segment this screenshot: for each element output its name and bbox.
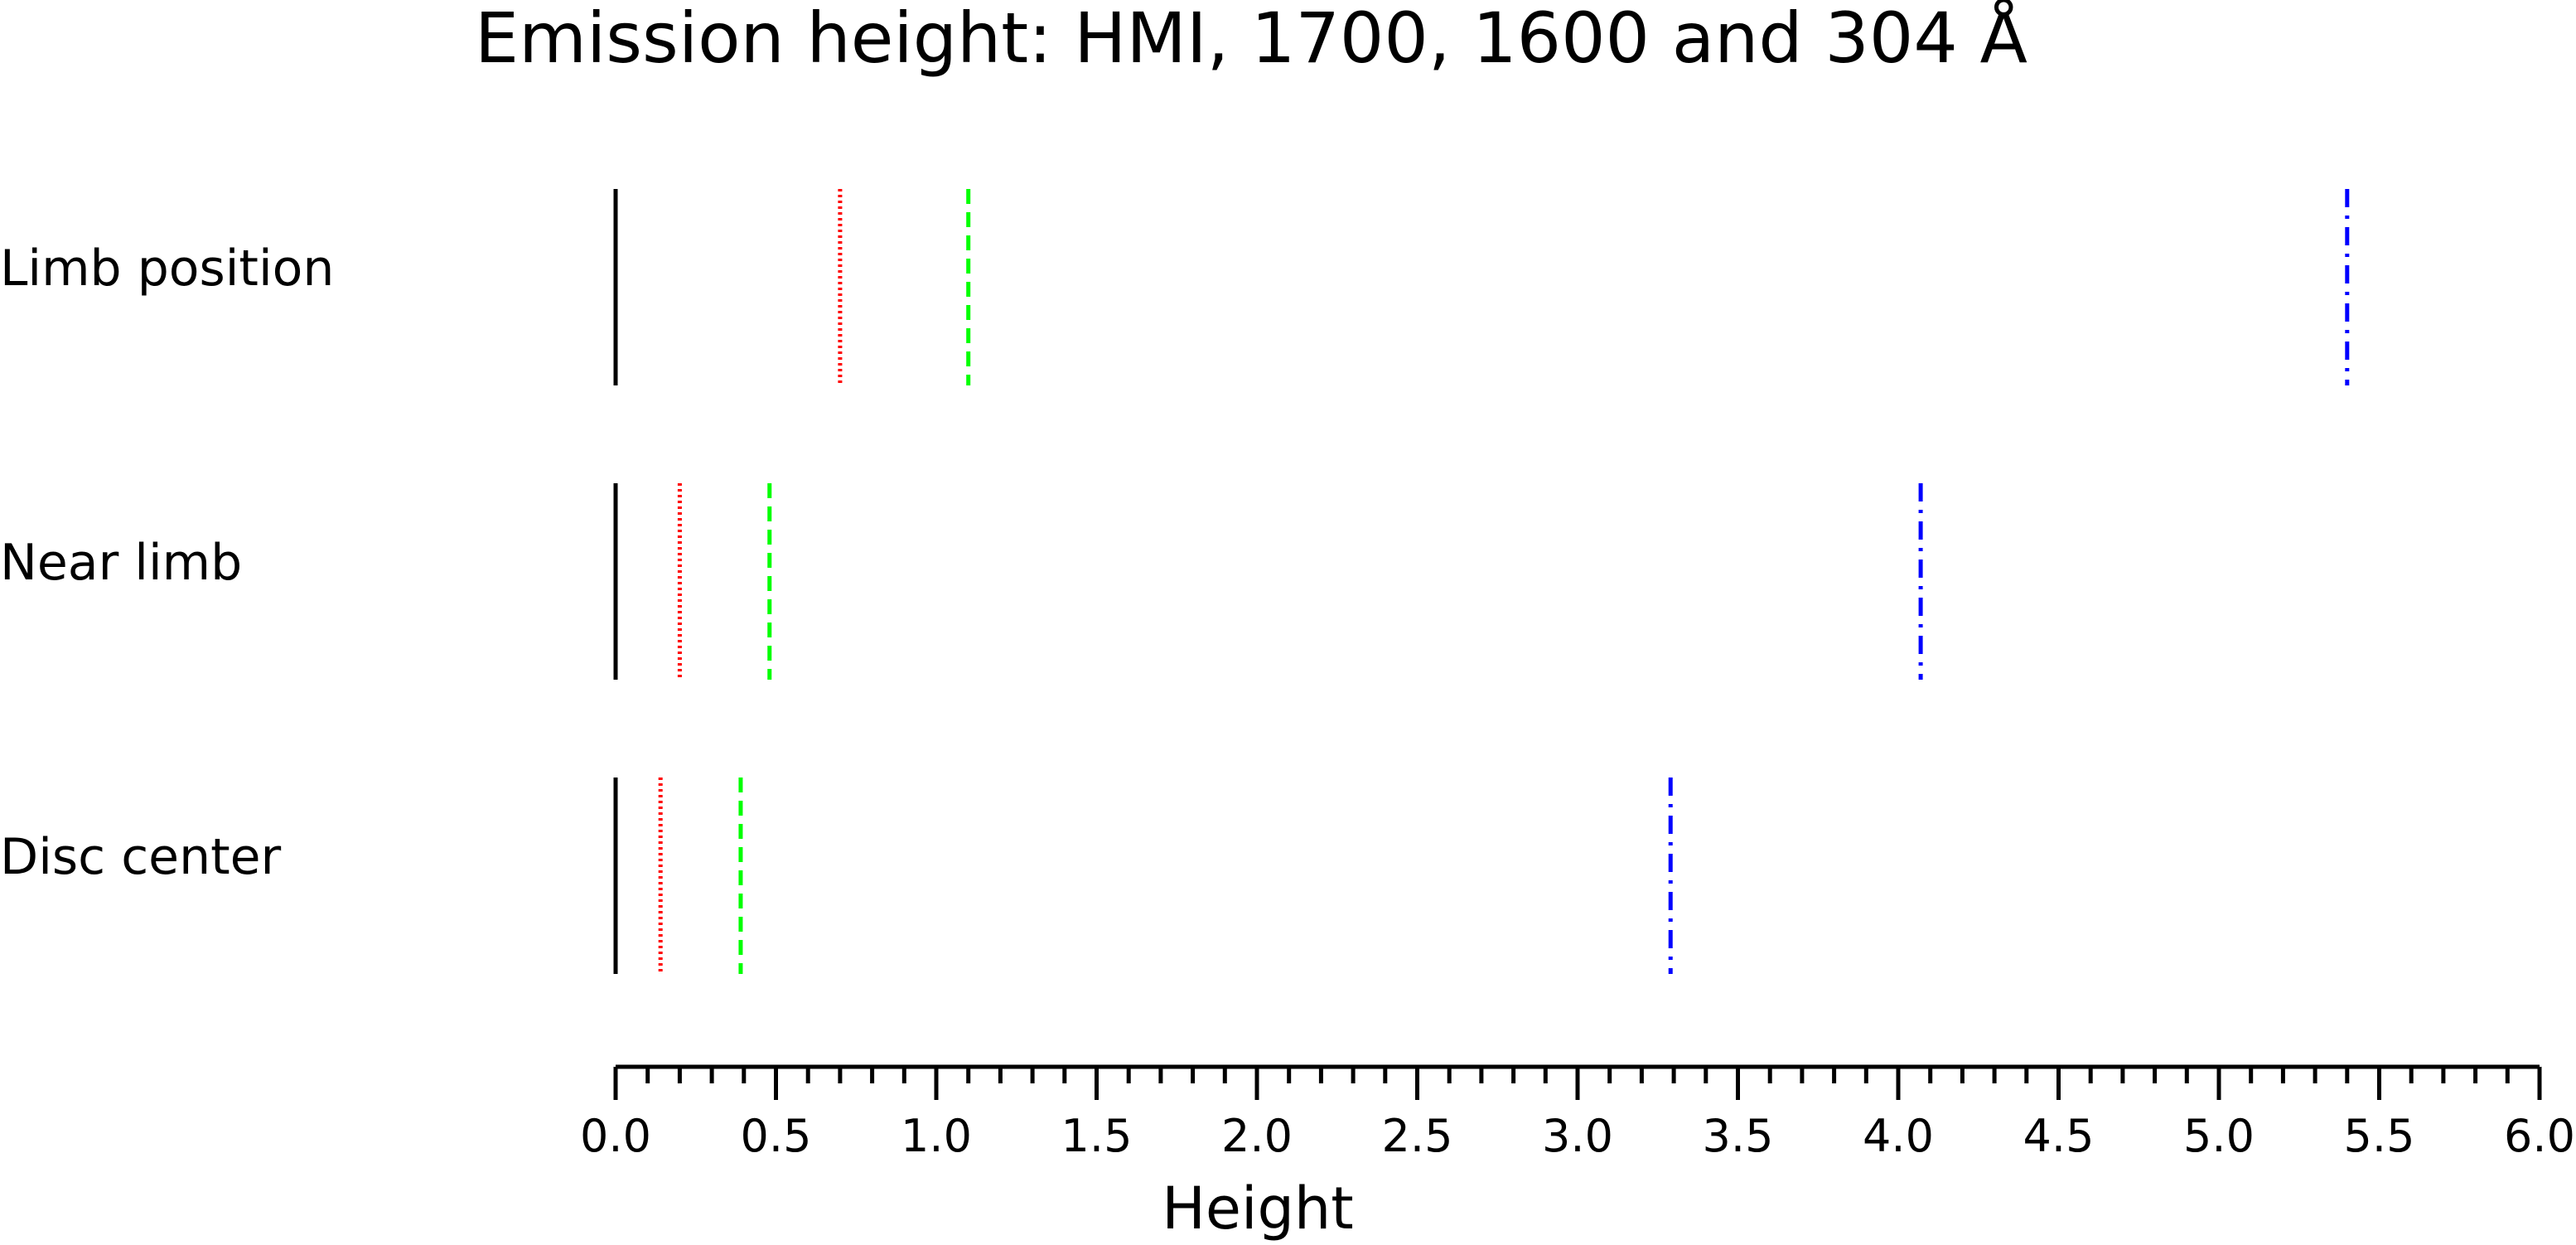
x-tick-label: 4.0: [1863, 1110, 1934, 1162]
x-axis: 0.0 0.5 1.0 1.5 2.0 2.5 3.0 3.5 4.0 4.5 5.0 5.5 6.0: [580, 1064, 2575, 1162]
x-tick-label: 3.0: [1542, 1110, 1613, 1162]
x-tick-label: 1.5: [1061, 1110, 1133, 1162]
x-tick-label: 4.5: [2023, 1110, 2095, 1162]
x-tick-label: 6.0: [2504, 1110, 2575, 1162]
row-label-near-limb: Near limb: [0, 534, 242, 592]
x-tick-label: 2.0: [1221, 1110, 1293, 1162]
x-ticks: [613, 1067, 2542, 1100]
row-label-disc-center: Disc center: [0, 828, 282, 886]
x-tick-label: 0.0: [580, 1110, 651, 1162]
row-label-limb-position: Limb position: [0, 240, 334, 298]
x-tick-label: 5.0: [2183, 1110, 2255, 1162]
x-tick-label: 0.5: [741, 1110, 812, 1162]
x-tick-label: 2.5: [1382, 1110, 1453, 1162]
x-tick-labels: 0.0 0.5 1.0 1.5 2.0 2.5 3.0 3.5 4.0 4.5 5.0 5.5 6.0: [580, 1110, 2575, 1162]
x-tick-label: 3.5: [1703, 1110, 1774, 1162]
x-axis-title: Height: [1162, 1175, 1353, 1243]
chart-title: Emission height: HMI, 1700, 1600 and 304…: [475, 0, 2027, 79]
x-tick-label: 1.0: [901, 1110, 972, 1162]
row-labels: Limb position Near limb Disc center: [0, 240, 334, 886]
x-tick-label: 5.5: [2344, 1110, 2415, 1162]
marker-lines: [613, 189, 2350, 974]
